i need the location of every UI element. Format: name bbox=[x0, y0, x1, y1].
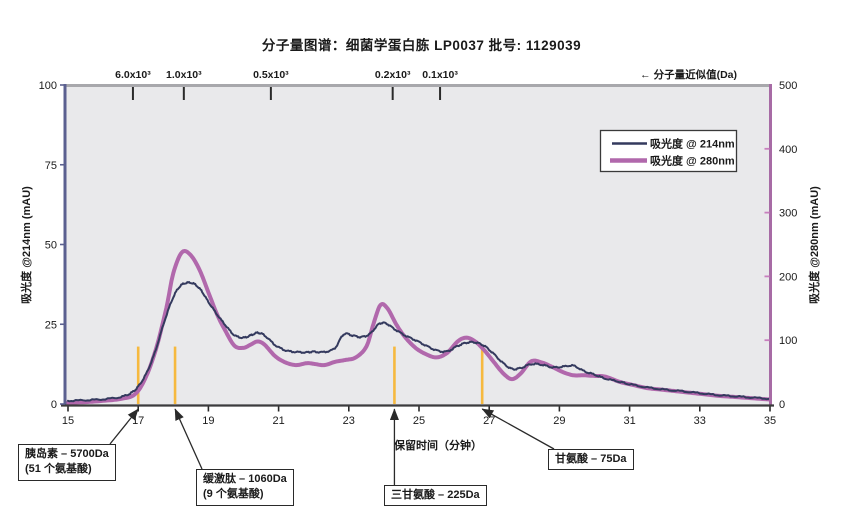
x-axis-title: 保留时间（分钟） bbox=[393, 438, 482, 452]
x-tick-label: 25 bbox=[413, 415, 425, 427]
x-tick-label: 27 bbox=[483, 415, 495, 427]
x-tick-label: 33 bbox=[694, 415, 706, 427]
annotation-triglycine: 三甘氨酸 – 225Da bbox=[384, 485, 487, 507]
right-tick-label: 100 bbox=[779, 335, 797, 347]
x-tick-label: 31 bbox=[623, 415, 635, 427]
mw-tick-label: 0.5x10³ bbox=[253, 69, 289, 81]
annotation-arrow bbox=[109, 408, 139, 445]
curve-214nm bbox=[67, 281, 771, 403]
x-tick-label: 17 bbox=[132, 415, 144, 427]
left-tick-label: 25 bbox=[45, 319, 57, 331]
mw-tick-label: 0.1x10³ bbox=[422, 69, 458, 81]
right-tick-label: 0 bbox=[779, 399, 785, 411]
right-tick-label: 200 bbox=[779, 271, 797, 283]
chart-title: 分子量图谱：细菌学蛋白胨 LP0037 批号: 1129039 bbox=[261, 38, 582, 53]
mw-tick-label: 0.2x10³ bbox=[375, 69, 411, 81]
annotation-arrows bbox=[109, 408, 555, 485]
absorbance-curves bbox=[66, 249, 772, 405]
annotation-insulin: 胰岛素 – 5700Da (51 个氨基酸) bbox=[18, 444, 116, 481]
left-tick-label: 50 bbox=[45, 240, 57, 252]
top-molecular-weight-scale: 6.0x10³ 1.0x10³ 0.5x10³ 0.2x10³ 0.1x10³ bbox=[115, 69, 458, 100]
annotation-bradykinin: 缓激肽 – 1060Da (9 个氨基酸) bbox=[196, 469, 294, 506]
annotation-line: 甘氨酸 – 75Da bbox=[555, 453, 627, 465]
annotation-line: 三甘氨酸 – 225Da bbox=[391, 489, 480, 501]
mw-tick-label: 1.0x10³ bbox=[166, 69, 202, 81]
x-tick-label: 23 bbox=[343, 415, 355, 427]
left-axis-title: 吸光度 @214nm (mAU) bbox=[19, 186, 33, 304]
molecular-weight-axis-label: ← 分子量近似值(Da) bbox=[640, 68, 737, 81]
legend-label-214nm: 吸光度 @ 214nm bbox=[650, 137, 735, 151]
legend-box bbox=[599, 129, 738, 173]
annotation-line: 缓激肽 – 1060Da bbox=[203, 473, 287, 485]
left-tick-label: 100 bbox=[39, 80, 57, 92]
x-tick-label: 35 bbox=[764, 415, 776, 427]
annotation-arrow bbox=[174, 408, 203, 470]
x-tick-label: 19 bbox=[202, 415, 214, 427]
right-axis-ticks: 0 100 200 300 400 500 bbox=[764, 80, 797, 411]
x-axis-ticks: 15 17 19 21 23 25 27 29 31 33 35 bbox=[62, 406, 776, 427]
legend: 吸光度 @ 214nm 吸光度 @ 280nm bbox=[599, 129, 738, 173]
mw-tick-label: 6.0x10³ bbox=[115, 69, 151, 81]
left-axis-ticks: 0 25 50 75 100 bbox=[39, 80, 65, 411]
annotation-glycine: 甘氨酸 – 75Da bbox=[548, 449, 634, 471]
left-tick-label: 0 bbox=[51, 399, 57, 411]
annotation-arrow bbox=[481, 408, 555, 450]
annotation-line: 胰岛素 – 5700Da bbox=[25, 448, 109, 460]
calibration-markers bbox=[136, 346, 484, 404]
right-tick-label: 500 bbox=[779, 80, 797, 92]
legend-label-280nm: 吸光度 @ 280nm bbox=[650, 154, 735, 168]
annotation-line: (9 个氨基酸) bbox=[203, 488, 264, 501]
x-tick-label: 15 bbox=[62, 415, 74, 427]
right-axis-title: 吸光度 @280nm (mAU) bbox=[807, 186, 821, 304]
x-tick-label: 21 bbox=[272, 415, 284, 427]
annotation-line: (51 个氨基酸) bbox=[25, 463, 92, 476]
x-tick-label: 29 bbox=[553, 415, 565, 427]
right-tick-label: 300 bbox=[779, 208, 797, 220]
right-tick-label: 400 bbox=[779, 144, 797, 156]
left-tick-label: 75 bbox=[45, 160, 57, 172]
